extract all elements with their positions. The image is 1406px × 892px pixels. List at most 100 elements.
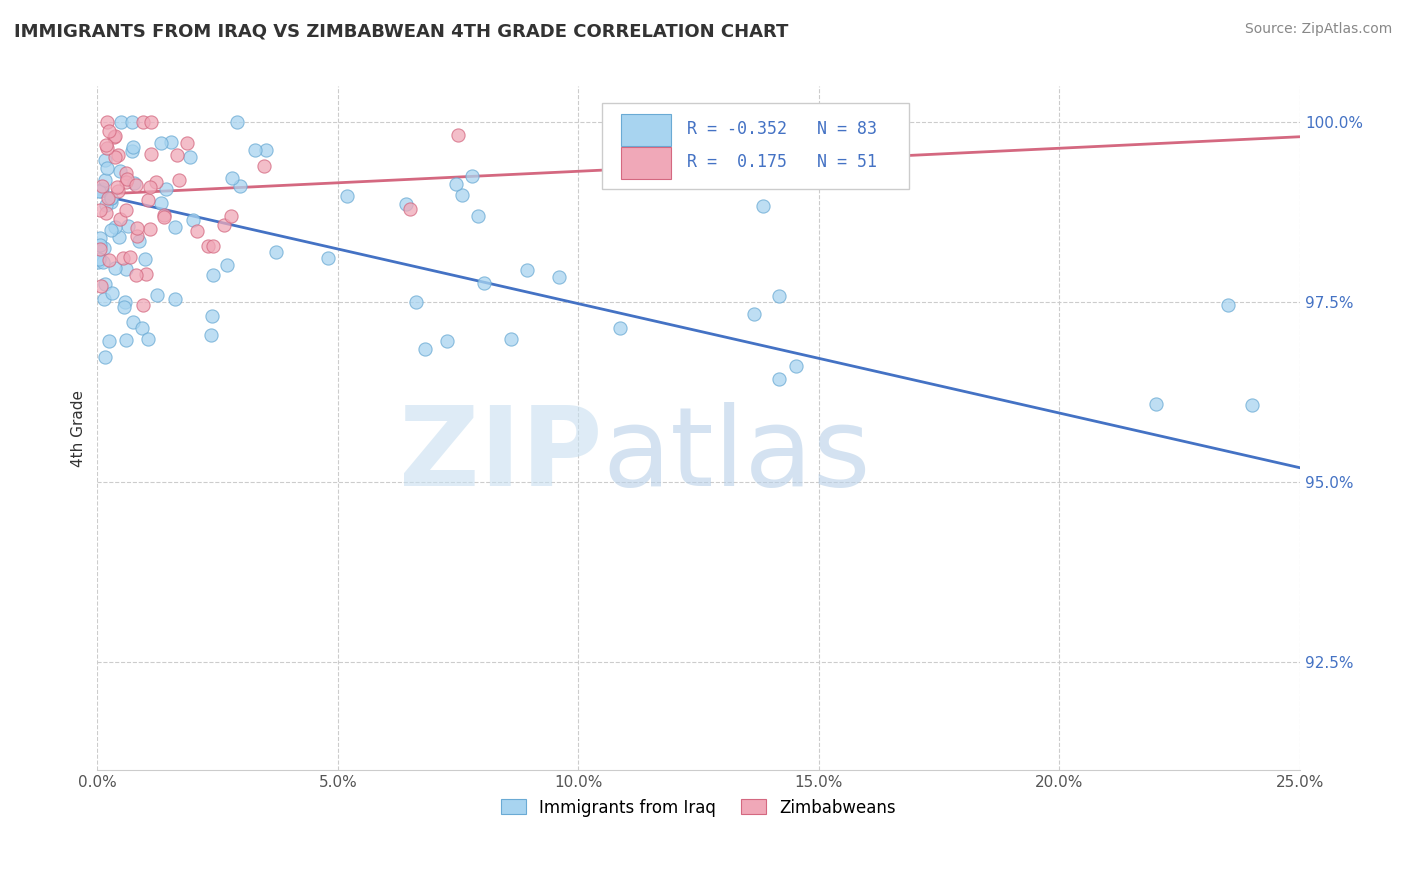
Point <box>117 219 139 233</box>
Point <box>97 253 120 268</box>
Point <box>115 262 138 277</box>
Point <box>145 288 167 302</box>
Point <box>91 254 114 268</box>
Point <box>89 237 111 252</box>
Point <box>127 229 149 244</box>
Point <box>135 268 157 282</box>
Point <box>87 255 110 269</box>
Point <box>139 222 162 236</box>
Point <box>186 225 208 239</box>
Point <box>96 141 118 155</box>
Point <box>115 175 138 189</box>
Point <box>405 294 427 309</box>
Point <box>89 184 111 198</box>
Text: Source: ZipAtlas.com: Source: ZipAtlas.com <box>1244 22 1392 37</box>
Point <box>127 220 149 235</box>
Point <box>499 332 522 346</box>
Point <box>243 143 266 157</box>
Point <box>1216 298 1239 312</box>
Point <box>114 333 136 347</box>
Point <box>152 208 174 222</box>
Point <box>266 245 288 260</box>
Point <box>100 191 122 205</box>
Point <box>93 241 115 255</box>
Point <box>110 212 132 227</box>
Point <box>110 115 132 129</box>
Text: R =  0.175   N = 51: R = 0.175 N = 51 <box>686 153 877 171</box>
Point <box>90 279 112 293</box>
Point <box>132 115 155 129</box>
Point <box>201 309 224 323</box>
Point <box>112 300 135 314</box>
Point <box>201 238 224 252</box>
Point <box>785 359 807 373</box>
Point <box>96 115 118 129</box>
Point <box>94 138 117 153</box>
Point <box>93 292 115 306</box>
Point <box>107 148 129 162</box>
Point <box>121 140 143 154</box>
Point <box>103 149 125 163</box>
Point <box>664 115 686 129</box>
Point <box>254 143 277 157</box>
Point <box>114 295 136 310</box>
Point <box>181 213 204 227</box>
Point <box>94 350 117 364</box>
Point <box>166 148 188 162</box>
Point <box>89 231 111 245</box>
Point <box>124 268 146 282</box>
Point <box>122 315 145 329</box>
Point <box>121 144 143 158</box>
Point <box>105 179 128 194</box>
Point <box>94 198 117 212</box>
Point <box>94 173 117 187</box>
Point <box>115 172 138 186</box>
Point <box>111 252 134 266</box>
Point <box>467 210 489 224</box>
Point <box>97 334 120 348</box>
Point <box>179 150 201 164</box>
Point <box>165 219 187 234</box>
Point <box>336 189 359 203</box>
Point <box>100 195 122 210</box>
Point <box>104 260 127 275</box>
Point <box>200 327 222 342</box>
Point <box>134 252 156 266</box>
Point <box>149 196 172 211</box>
Point <box>447 128 470 142</box>
Point <box>167 172 190 186</box>
Point <box>149 136 172 150</box>
Point <box>132 298 155 312</box>
Point <box>217 258 239 272</box>
Point <box>104 128 127 143</box>
Point <box>444 177 467 191</box>
Point <box>90 179 112 194</box>
Point <box>609 320 631 334</box>
Point <box>145 175 167 189</box>
Point <box>461 169 484 183</box>
Point <box>91 182 114 196</box>
Point <box>1144 397 1167 411</box>
Point <box>436 334 458 348</box>
Point <box>212 218 235 232</box>
Point <box>1240 398 1263 412</box>
Point <box>108 163 131 178</box>
Point <box>202 268 225 282</box>
Point <box>94 277 117 291</box>
Point <box>742 307 765 321</box>
Point <box>225 115 247 129</box>
Point <box>97 192 120 206</box>
Point <box>98 124 121 138</box>
Text: R = -0.352   N = 83: R = -0.352 N = 83 <box>686 120 877 138</box>
Point <box>100 223 122 237</box>
Point <box>90 184 112 198</box>
FancyBboxPatch shape <box>620 147 671 178</box>
Y-axis label: 4th Grade: 4th Grade <box>72 390 86 467</box>
Point <box>139 115 162 129</box>
Point <box>768 372 790 386</box>
Point <box>395 197 418 211</box>
Point <box>316 252 339 266</box>
Point <box>399 202 422 216</box>
Point <box>139 147 162 161</box>
Point <box>104 219 127 234</box>
